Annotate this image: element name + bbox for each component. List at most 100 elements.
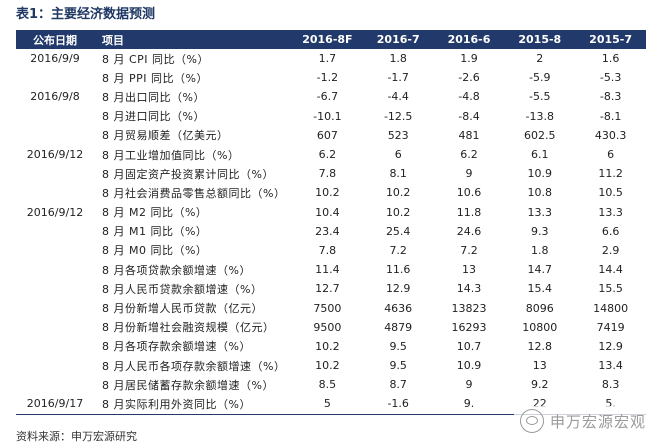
cell-value: 10.6 [456, 186, 482, 200]
cell-item: 8 月人民币各项存款余额增速（%） [102, 359, 286, 373]
cell-value: 1.9 [460, 52, 478, 66]
cell-value: 23.4 [315, 224, 340, 238]
cell-item: 8 月份新增人民币贷款（亿元） [102, 302, 263, 316]
cell-value: 7500 [313, 301, 342, 315]
cell-value: 8.7 [389, 378, 407, 392]
cell-value: 9500 [313, 320, 342, 334]
cell-value: 6.1 [531, 148, 549, 162]
cell-value: 11.8 [456, 205, 482, 219]
cell-value: 607 [316, 128, 338, 142]
header-item: 项目 [94, 30, 292, 49]
cell-value: -5.3 [599, 71, 622, 85]
table-row: 8 月人民币贷款余额增速（%） 12.7 12.9 14.3 15.4 15.5 [16, 279, 646, 298]
table-row: 8 月份新增社会融资规模（亿元） 9500 4879 16293 10800 7419 [16, 318, 646, 337]
economic-data-table: 公布日期 项目 2016-8F 2016-7 2016-6 2015-8 201… [16, 30, 646, 415]
cell-value: 14800 [593, 301, 629, 315]
cell-value: 12.7 [315, 282, 340, 296]
table-row: 8 月贸易顺差（亿美元） 607 523 481 602.5 430.3 [16, 126, 646, 145]
table-title: 表1：主要经济数据预测 [16, 7, 156, 22]
cell-value: 11.4 [315, 263, 340, 277]
cell-item: 8 月贸易顺差（亿美元） [102, 129, 229, 143]
cell-item: 8 月份新增社会融资规模（亿元） [102, 321, 275, 335]
cell-value: -8.4 [458, 109, 480, 123]
cell-item: 8 月各项贷款余额增速（%） [102, 263, 251, 277]
watermark: 申万宏源宏观 [513, 406, 652, 436]
cell-value: 14.4 [598, 263, 623, 277]
table-row: 8 月固定资产投资累计同比（%） 7.8 8.1 9 10.9 11.2 [16, 164, 646, 183]
cell-value: -6.7 [316, 90, 339, 104]
cell-value: 10.5 [598, 186, 623, 200]
cell-value: 6 [394, 148, 402, 162]
cell-value: 6 [607, 148, 615, 162]
cell-value: 8.5 [318, 378, 337, 392]
table-row: 2016/9/12 8 月 M2 同比（%） 10.4 10.2 11.8 13.3 13.… [16, 203, 646, 222]
cell-item: 8 月固定资产投资累计同比（%） [102, 167, 274, 181]
cell-item: 8 月出口同比（%） [102, 90, 205, 104]
cell-value: 11.2 [598, 167, 623, 181]
cell-value: 7.2 [389, 243, 407, 257]
table-body: 2016/9/9 8 月 CPI 同比（%） 1.7 1.8 1.9 2 1.6 8 月 PP… [16, 49, 646, 415]
cell-date: 2016/9/12 [26, 205, 84, 219]
cell-item: 8 月 M0 同比（%） [102, 244, 208, 258]
cell-value: -1.2 [316, 71, 339, 85]
cell-value: -5.9 [529, 71, 551, 85]
cell-value: 9.5 [389, 339, 407, 353]
cell-value: 7419 [596, 320, 625, 334]
cell-date [16, 298, 94, 317]
table-row: 8 月人民币各项存款余额增速（%） 10.2 9.5 10.9 13 13.4 [16, 356, 646, 375]
cell-date [16, 356, 94, 375]
cell-date [16, 318, 94, 337]
cell-value: 602.5 [524, 128, 556, 142]
cell-value: 10.9 [527, 167, 553, 181]
cell-value: 4636 [384, 301, 413, 315]
cell-value: -8.3 [599, 90, 622, 104]
cell-value: 12.9 [385, 282, 411, 296]
table-row: 8 月进口同比（%） -10.1 -12.5 -8.4 -13.8 -8.1 [16, 107, 646, 126]
cell-value: 12.8 [527, 339, 553, 353]
cell-date: 2016/9/8 [30, 90, 80, 104]
cell-value: 13.3 [598, 205, 623, 219]
cell-date: 2016/9/17 [16, 394, 94, 415]
cell-value: 1.6 [601, 52, 620, 66]
source-note: 资料来源：申万宏源研究 [16, 430, 137, 443]
cell-value: -4.4 [387, 90, 409, 104]
cell-value: 25.4 [385, 224, 411, 238]
cell-value: 9.2 [531, 378, 549, 392]
cell-value: 6.2 [318, 148, 337, 162]
cell-value: 13823 [451, 301, 487, 315]
cell-item: 8 月居民储蓄存款余额增速（%） [102, 378, 274, 392]
header-col-2016-8f: 2016-8F [292, 30, 363, 49]
cell-value: -12.5 [383, 109, 413, 123]
cell-date [16, 375, 94, 394]
cell-value: 6.2 [460, 148, 478, 162]
cell-value: 4879 [384, 320, 413, 334]
cell-value: 10.2 [315, 339, 340, 353]
cell-date [16, 126, 94, 145]
cell-value: 7.2 [460, 243, 478, 257]
cell-value: 9. [433, 394, 505, 415]
cell-value: 430.3 [594, 128, 627, 142]
cell-item: 8 月人民币贷款余额增速（%） [102, 282, 263, 296]
cell-value: 16293 [451, 320, 487, 334]
cell-value: -13.8 [525, 109, 555, 123]
cell-value: 8096 [525, 301, 554, 315]
cell-value: -2.6 [458, 71, 480, 85]
cell-value: -1.6 [362, 394, 434, 415]
cell-value: 8.1 [389, 167, 407, 181]
cell-value: 8.3 [601, 378, 620, 392]
cell-date: 2016/9/12 [26, 148, 84, 162]
cell-value: 9 [465, 378, 473, 392]
cell-value: 523 [387, 128, 409, 142]
cell-item: 8 月实际利用外资同比（%） [94, 394, 292, 415]
cell-value: 10.2 [315, 359, 340, 373]
cell-item: 8 月进口同比（%） [102, 110, 205, 124]
table-row: 2016/9/12 8 月工业增加值同比（%） 6.2 6 6.2 6.1 6 [16, 145, 646, 164]
cell-value: -5.5 [529, 90, 551, 104]
table-row: 8 月 M0 同比（%） 7.8 7.2 7.2 1.8 2.9 [16, 241, 646, 260]
wechat-icon [519, 409, 544, 433]
header-col-2016-6: 2016-6 [433, 30, 505, 49]
header-date: 公布日期 [16, 30, 94, 49]
cell-value: 6.6 [601, 224, 620, 238]
cell-value: 9.3 [531, 224, 549, 238]
cell-value: 9 [465, 167, 473, 181]
